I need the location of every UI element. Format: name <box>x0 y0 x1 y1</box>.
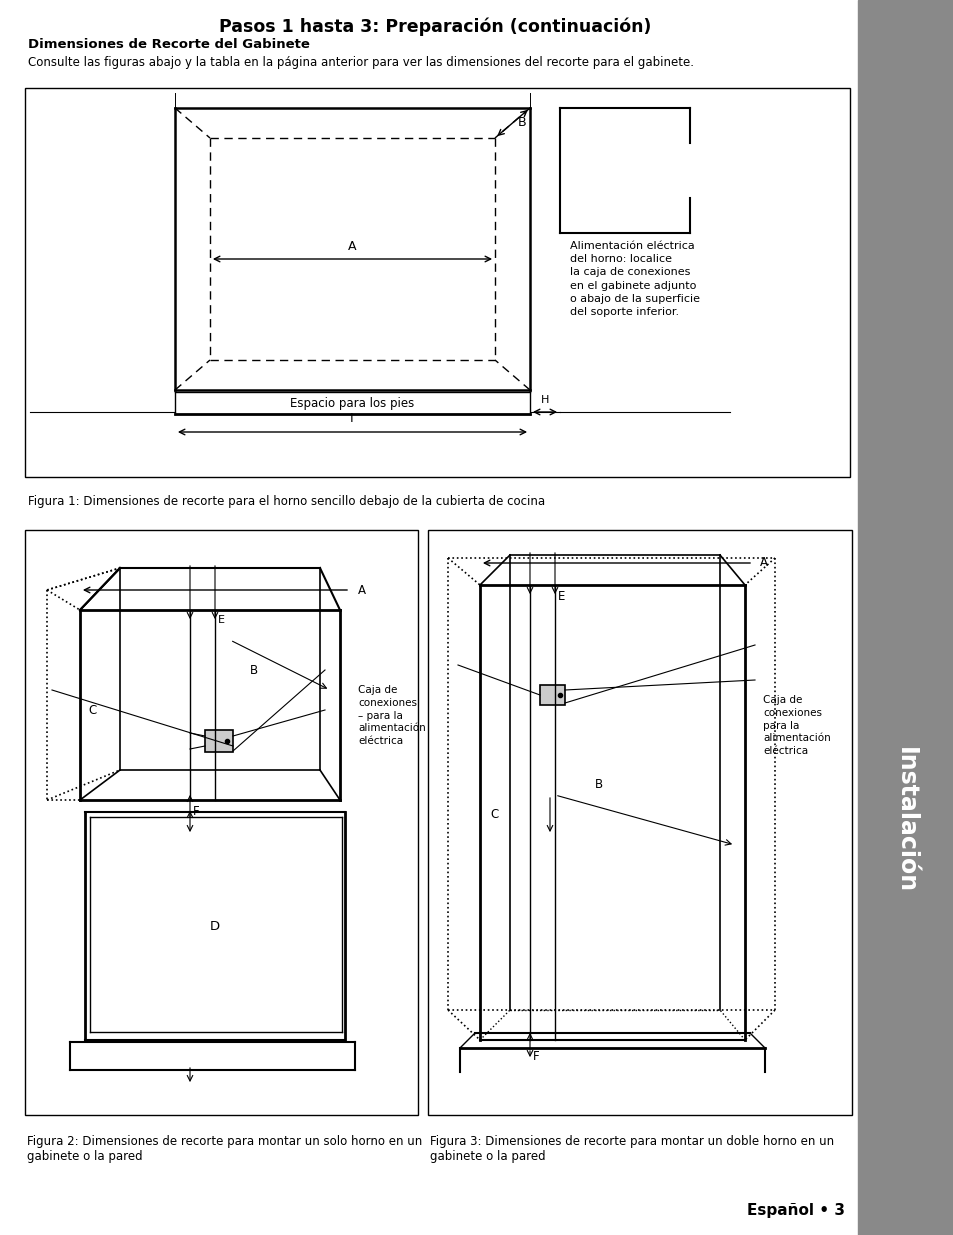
Text: Caja de
conexiones
– para la
alimentación
eléctrica: Caja de conexiones – para la alimentació… <box>357 685 425 746</box>
Text: D: D <box>210 920 220 932</box>
Text: B: B <box>250 663 258 677</box>
Text: Pasos 1 hasta 3: Preparación (continuación): Pasos 1 hasta 3: Preparación (continuaci… <box>218 19 651 37</box>
Text: F: F <box>193 805 199 818</box>
Text: A: A <box>357 583 366 597</box>
Text: C: C <box>490 809 497 821</box>
Text: Figura 2: Dimensiones de recorte para montar un solo horno en un
gabinete o la p: Figura 2: Dimensiones de recorte para mo… <box>27 1135 422 1163</box>
Text: C: C <box>88 704 96 716</box>
Text: Alimentación eléctrica
del horno: localice
la caja de conexiones
en el gabinete : Alimentación eléctrica del horno: locali… <box>569 241 700 317</box>
Text: F: F <box>533 1050 539 1063</box>
Text: Instalación: Instalación <box>893 747 917 893</box>
Text: Dimensiones de Recorte del Gabinete: Dimensiones de Recorte del Gabinete <box>28 38 310 51</box>
Text: B: B <box>595 778 602 792</box>
Bar <box>205 730 233 752</box>
Text: A: A <box>348 240 355 253</box>
Bar <box>857 0 953 1235</box>
Text: I: I <box>350 412 354 425</box>
Text: Español • 3: Español • 3 <box>746 1203 844 1218</box>
Text: E: E <box>558 590 565 603</box>
Bar <box>428 530 851 1115</box>
Text: Figura 1: Dimensiones de recorte para el horno sencillo debajo de la cubierta de: Figura 1: Dimensiones de recorte para el… <box>28 495 544 508</box>
Text: Caja de
conexiones
para la
alimentación
eléctrica: Caja de conexiones para la alimentación … <box>762 695 830 756</box>
Text: E: E <box>218 615 225 625</box>
Bar <box>25 530 417 1115</box>
Text: Consulte las figuras abajo y la tabla en la página anterior para ver las dimensi: Consulte las figuras abajo y la tabla en… <box>28 56 693 69</box>
Text: A: A <box>760 557 767 569</box>
Text: Figura 3: Dimensiones de recorte para montar un doble horno en un
gabinete o la : Figura 3: Dimensiones de recorte para mo… <box>430 1135 833 1163</box>
Bar <box>539 685 564 705</box>
Text: Espacio para los pies: Espacio para los pies <box>290 396 414 410</box>
Text: B: B <box>517 116 526 130</box>
Bar <box>25 88 849 477</box>
Text: H: H <box>540 395 549 405</box>
